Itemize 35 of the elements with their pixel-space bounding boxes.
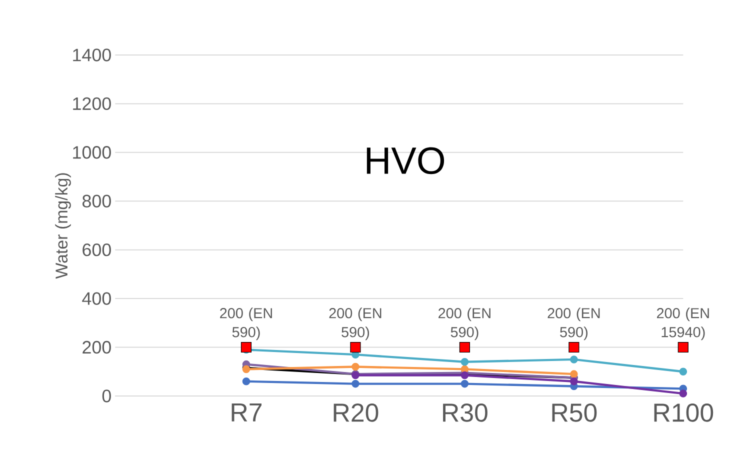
y-tick-label: 1200 [73,97,111,110]
y-tick-label: 200 [82,340,111,354]
x-tick-label: R50 [552,403,597,422]
point [570,370,578,378]
x-tick-label: R100 [654,403,714,422]
y-tick-label: 800 [82,194,111,208]
text: HVO [366,147,444,174]
y-tick-label: 0 [102,390,111,402]
point [568,342,580,353]
data-label: 200 (EN 590) [548,308,600,340]
point [352,380,360,388]
y-tick-label: 600 [82,243,111,256]
point [459,342,470,353]
y-tick-label: 400 [82,292,111,305]
point [570,356,578,364]
data-label: 200 (EN 15940) [656,308,709,340]
point [460,358,469,366]
point [350,342,361,353]
point [242,377,250,386]
point [570,377,578,386]
point [679,368,688,376]
data-label: 200 (EN 590) [220,308,272,340]
y-axis-title: Water (mg/kg) [55,173,71,279]
data-label: 200 (EN 590) [329,308,382,340]
point [460,380,469,388]
point [240,342,252,353]
point [678,342,688,353]
x-tick-label: R20 [334,403,378,422]
data-label: 200 (EN 590) [438,308,490,340]
x-tick-label: R7 [232,403,262,422]
y-tick-label: 1400 [73,48,111,62]
x-tick-label: R30 [443,403,488,422]
point [679,390,688,398]
point [352,362,360,371]
y-tick-label: 1000 [73,146,111,159]
